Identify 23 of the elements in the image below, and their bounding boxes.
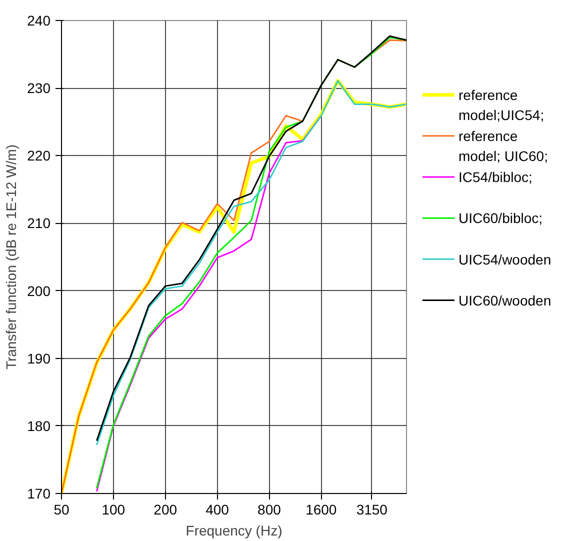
legend-label: IC54/bibloc; <box>458 169 532 186</box>
y-tick-label: 190 <box>27 350 51 366</box>
x-tick-label: 800 <box>258 502 282 518</box>
x-tick-label: 1600 <box>306 502 337 518</box>
legend-label: UIC60/wooden <box>458 292 552 308</box>
legend-label: reference model; UIC60; <box>458 128 548 164</box>
y-tick-label: 220 <box>27 148 51 164</box>
y-tick-label: 200 <box>27 282 51 299</box>
y-tick-label: 210 <box>27 215 51 232</box>
x-tick-label: 400 <box>206 502 230 518</box>
y-tick-label: 240 <box>27 12 51 28</box>
x-tick-label: 200 <box>154 502 178 518</box>
y-tick-label: 180 <box>27 418 51 434</box>
x-axis-title: Frequency (Hz) <box>186 522 282 538</box>
legend-label: UIC54/wooden <box>458 251 552 268</box>
x-tick-label: 100 <box>102 502 126 518</box>
y-axis-title: Transfer function (dB re 1E-12 W/m) <box>3 144 20 370</box>
legend-label: reference model;UIC54; <box>458 86 544 123</box>
x-tick-label: 50 <box>54 502 70 518</box>
x-tick-label: 3150 <box>356 502 388 518</box>
legend-label: UIC60/bibloc; <box>458 210 543 226</box>
y-tick-label: 230 <box>27 80 51 96</box>
y-tick-label: 170 <box>27 486 51 502</box>
